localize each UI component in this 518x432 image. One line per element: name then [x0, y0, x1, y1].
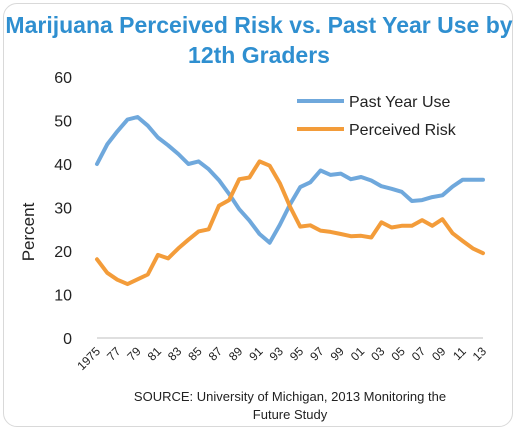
y-tick-label: 50 [54, 114, 72, 131]
y-tick-label: 60 [54, 70, 72, 87]
y-tick-label: 40 [54, 157, 72, 174]
source-note: SOURCE: University of Michigan, 2013 Mon… [133, 389, 447, 422]
legend-label: Past Year Use [349, 94, 451, 111]
x-tick-label: 91 [246, 344, 266, 364]
x-tick-label: 99 [328, 344, 348, 364]
y-axis-label: Percent [19, 202, 38, 261]
y-tick-label: 10 [54, 288, 72, 305]
x-tick-label: 11 [450, 344, 469, 363]
legend: Past Year Use Perceived Risk [297, 94, 457, 139]
legend-label: Perceived Risk [349, 122, 457, 139]
x-tick-label: 81 [145, 344, 165, 364]
x-tick-label: 87 [206, 344, 226, 364]
x-tick-label: 97 [307, 344, 327, 364]
x-tick-label: 09 [429, 344, 449, 364]
series-line-perceived-risk [95, 159, 485, 287]
y-tick-label: 30 [54, 201, 72, 218]
x-tick-label: 79 [124, 344, 144, 364]
x-tick-label: 83 [165, 344, 185, 364]
x-tick-label: 01 [348, 344, 368, 364]
x-tick-label: 03 [368, 344, 388, 364]
x-tick-label: 07 [409, 344, 429, 364]
x-tick-label: 1975 [74, 344, 103, 373]
chart-title: Marijuana Perceived Risk vs. Past Year U… [5, 12, 513, 68]
x-tick-label: 93 [267, 344, 287, 364]
x-tick-label: 05 [389, 344, 409, 364]
x-tick-label: 85 [185, 344, 205, 364]
chart-card [3, 3, 513, 427]
y-tick-label: 0 [63, 331, 72, 348]
x-tick-label: 13 [470, 344, 490, 364]
x-tick-label: 77 [104, 344, 124, 364]
x-tick-label: 95 [287, 344, 307, 364]
y-tick-label: 20 [54, 244, 72, 261]
x-tick-label: 89 [226, 344, 246, 364]
